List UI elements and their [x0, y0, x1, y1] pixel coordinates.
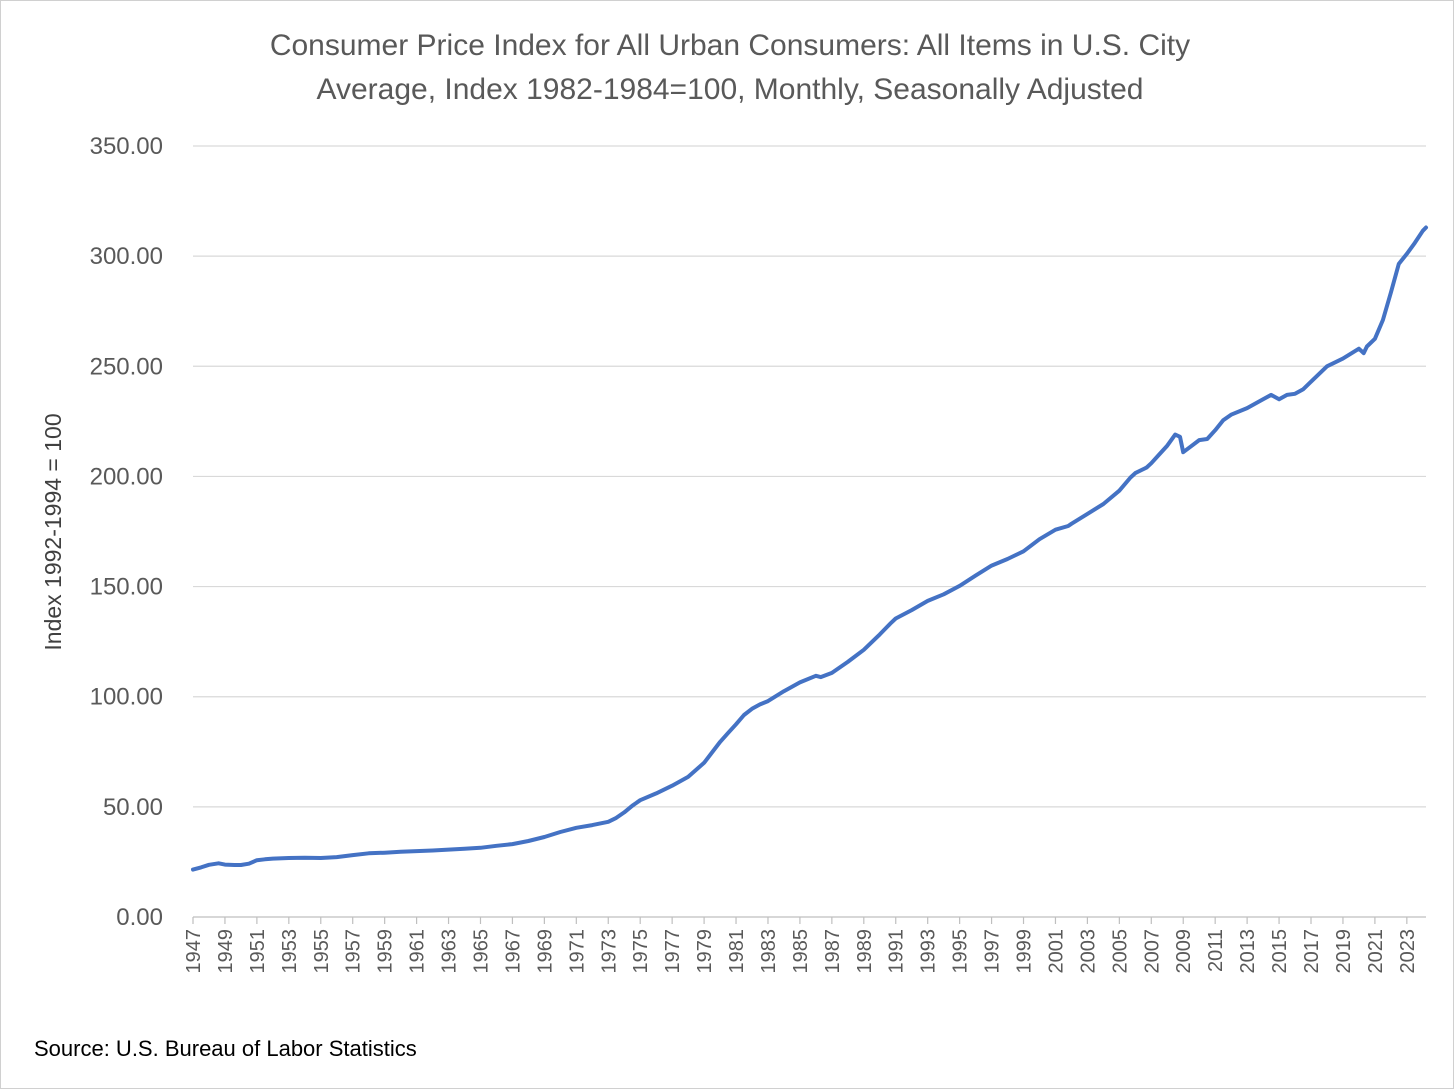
x-tick-label: 1957 — [343, 929, 365, 974]
x-tick-label: 2019 — [1333, 929, 1355, 974]
y-tick-label: 150.00 — [90, 574, 163, 601]
x-tick-label: 1949 — [215, 929, 237, 974]
x-tick-label: 1981 — [726, 929, 748, 974]
x-tick-label: 2013 — [1237, 929, 1259, 974]
x-tick-label: 1955 — [311, 929, 333, 974]
x-tick-label: 1951 — [247, 929, 269, 974]
x-tick-label: 2001 — [1045, 929, 1067, 974]
y-axis-ticks: 0.00 50.00 100.00 150.00 200.00 250.00 300.00 3… — [90, 133, 163, 931]
y-tick-label: 250.00 — [90, 353, 163, 380]
x-tick-label: 1961 — [407, 929, 429, 974]
x-tick-label: 1953 — [279, 929, 301, 974]
x-tick-label: 1965 — [470, 929, 492, 974]
x-tick-label: 1999 — [1014, 929, 1036, 974]
y-tick-label: 350.00 — [90, 133, 163, 160]
x-tick-label: 1985 — [790, 929, 812, 974]
x-tick-label: 2023 — [1397, 929, 1419, 974]
x-tick-label: 1971 — [566, 929, 588, 974]
chart-title-line-2: Average, Index 1982-1984=100, Monthly, S… — [316, 73, 1144, 106]
y-tick-label: 100.00 — [90, 684, 163, 711]
x-axis: 1947 1949 1951 1953 1955 1957 1959 1961 1963 1965… — [183, 917, 1419, 974]
x-tick-label: 2007 — [1141, 929, 1163, 974]
y-axis-label: Index 1992-1994 = 100 — [40, 413, 66, 650]
x-tick-label: 1995 — [950, 929, 972, 974]
x-tick-label: 1967 — [502, 929, 524, 974]
chart-title-line-1: Consumer Price Index for All Urban Consu… — [269, 29, 1191, 62]
x-tick-label: 2017 — [1301, 929, 1323, 974]
x-tick-label: 1977 — [662, 929, 684, 974]
x-tick-label: 1979 — [694, 929, 716, 974]
y-tick-label: 200.00 — [90, 463, 163, 490]
series-line-cpi — [191, 225, 1428, 872]
y-tick-label: 50.00 — [103, 794, 163, 821]
x-tick-label: 1963 — [439, 929, 461, 974]
x-tick-label: 2021 — [1365, 929, 1387, 974]
x-tick-label: 1973 — [598, 929, 620, 974]
x-tick-label: 1993 — [918, 929, 940, 974]
source-note: Source: U.S. Bureau of Labor Statistics — [34, 1036, 417, 1061]
x-tick-label: 1997 — [982, 929, 1004, 974]
x-tick-label: 2015 — [1269, 929, 1291, 974]
x-tick-label: 2009 — [1173, 929, 1195, 974]
x-tick-label: 1969 — [534, 929, 556, 974]
x-tick-label: 2011 — [1205, 929, 1227, 972]
x-tick-label: 1991 — [886, 929, 908, 974]
x-tick-label: 1987 — [822, 929, 844, 974]
x-tick-label: 1975 — [630, 929, 652, 974]
x-tick-label: 1959 — [375, 929, 397, 974]
gridlines — [193, 145, 1426, 918]
series-group — [191, 225, 1428, 872]
x-tick-label: 2003 — [1077, 929, 1099, 974]
x-tick-label: 1947 — [183, 929, 205, 974]
y-tick-label: 300.00 — [90, 243, 163, 270]
y-tick-label: 0.00 — [116, 904, 163, 931]
x-tick-label: 1989 — [854, 929, 876, 974]
x-tick-label: 2005 — [1109, 929, 1131, 974]
x-tick-label: 1983 — [758, 929, 780, 974]
